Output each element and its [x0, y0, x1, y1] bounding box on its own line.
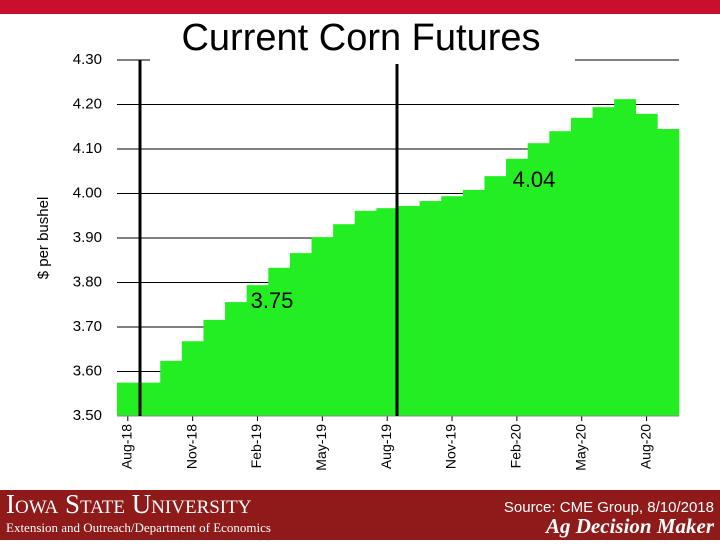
- bar: [246, 285, 269, 416]
- x-tick-label: Aug-19: [378, 424, 394, 469]
- chart: 3.50 3.60 3.70 3.80 3.90 4.00 4.10 4.20 4.30 Aug-…: [73, 51, 680, 471]
- bar: [398, 205, 420, 416]
- bar: [225, 302, 247, 416]
- source: Source: CME Group, 8/10/2018: [504, 499, 714, 516]
- bar: [138, 382, 161, 416]
- chart-title: Current Corn Futures: [181, 17, 540, 59]
- x-tick-label: Aug-20: [637, 424, 653, 469]
- y-tick-label: 3.70: [73, 318, 102, 335]
- brand: Ag Decision Maker: [544, 514, 715, 538]
- bar: [268, 267, 291, 416]
- y-axis-label: $ per bushel: [35, 197, 52, 280]
- footer-bar: [0, 490, 720, 540]
- bar: [462, 189, 485, 416]
- bar: [203, 319, 226, 416]
- bar: [635, 113, 658, 416]
- y-tick-label: 3.80: [73, 273, 102, 290]
- department: Extension and Outreach/Department of Eco…: [6, 520, 271, 535]
- bar: [419, 201, 442, 416]
- y-tick-label: 4.30: [73, 51, 102, 68]
- x-tick-label: May-19: [313, 424, 329, 471]
- bar: [657, 128, 680, 416]
- bar: [289, 253, 312, 416]
- bar: [549, 131, 572, 416]
- x-tick-label: Aug-18: [119, 424, 135, 469]
- bar: [181, 341, 204, 416]
- bar: [333, 224, 356, 416]
- x-tick-label: Feb-20: [508, 424, 524, 469]
- bar: [592, 107, 615, 417]
- bar: [484, 176, 507, 416]
- y-tick-label: 3.90: [73, 229, 102, 246]
- x-tick-label: Feb-19: [248, 424, 264, 469]
- bar: [614, 99, 637, 416]
- y-tick-label: 3.50: [73, 407, 102, 424]
- bar: [117, 382, 139, 416]
- y-tick-label: 3.60: [73, 362, 102, 379]
- title-bg: [150, 14, 575, 64]
- bar: [376, 208, 399, 416]
- bar: [441, 196, 464, 416]
- bar: [311, 237, 334, 416]
- bar: [527, 143, 550, 416]
- x-tick-label: Nov-19: [443, 424, 459, 469]
- y-tick-label: 4.20: [73, 95, 102, 112]
- x-tick-label: Nov-18: [183, 424, 199, 469]
- annotation: 4.04: [513, 167, 556, 192]
- university-name: Iowa State University: [6, 489, 252, 519]
- y-tick-label: 4.10: [73, 140, 102, 157]
- annotation: 3.75: [251, 288, 294, 313]
- bar: [354, 210, 377, 416]
- bar: [570, 117, 593, 416]
- top-bar: [0, 0, 720, 14]
- bar: [506, 158, 528, 417]
- x-tick-label: May-20: [572, 424, 588, 471]
- y-tick-label: 4.00: [73, 184, 102, 201]
- bar: [160, 360, 183, 416]
